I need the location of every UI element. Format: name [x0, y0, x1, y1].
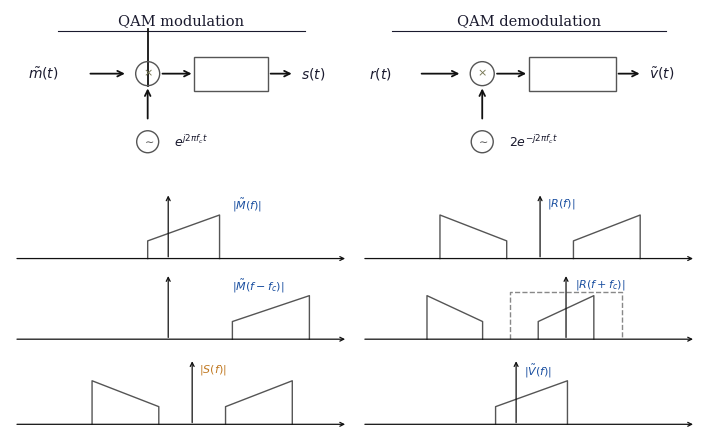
- Text: $|\tilde{V}(f)|$: $|\tilde{V}(f)|$: [524, 363, 552, 380]
- Text: LPF: LPF: [557, 67, 588, 81]
- Text: $\sim$: $\sim$: [141, 137, 154, 147]
- Text: $|R(f + f_c)|$: $|R(f + f_c)|$: [575, 278, 626, 292]
- Text: $\tilde{m}(t)$: $\tilde{m}(t)$: [28, 65, 58, 82]
- FancyBboxPatch shape: [195, 56, 268, 90]
- Text: $r(t)$: $r(t)$: [368, 66, 391, 82]
- Text: QAM demodulation: QAM demodulation: [457, 14, 601, 28]
- Text: $\sim$: $\sim$: [476, 137, 488, 147]
- Text: $s(t)$: $s(t)$: [301, 66, 325, 82]
- FancyBboxPatch shape: [529, 56, 616, 90]
- Text: $|\tilde{M}(f)|$: $|\tilde{M}(f)|$: [232, 198, 263, 215]
- Text: Re: Re: [221, 67, 241, 81]
- Text: $|S(f)|$: $|S(f)|$: [199, 363, 226, 377]
- Text: $2e^{-j2\pi f_c t}$: $2e^{-j2\pi f_c t}$: [509, 134, 558, 150]
- Text: $\times$: $\times$: [477, 69, 487, 79]
- Text: $e^{j2\pi f_c t}$: $e^{j2\pi f_c t}$: [175, 134, 208, 150]
- Text: $\times$: $\times$: [143, 69, 153, 79]
- Text: $|R(f)|$: $|R(f)|$: [547, 198, 575, 211]
- Text: QAM modulation: QAM modulation: [118, 14, 244, 28]
- Text: $\tilde{v}(t)$: $\tilde{v}(t)$: [649, 65, 674, 82]
- Text: $|\tilde{M}(f - f_c)|$: $|\tilde{M}(f - f_c)|$: [232, 278, 285, 295]
